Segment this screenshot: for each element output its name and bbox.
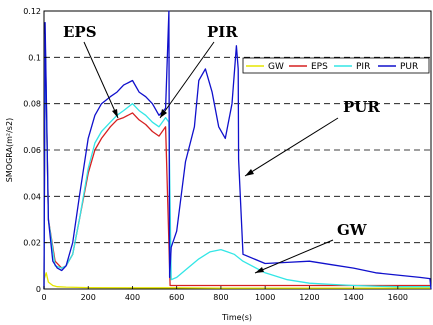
x-tick-label: 600 [169,293,184,302]
legend: GW EPS PIR PUR [242,57,430,74]
x-tick-label: 400 [125,293,140,302]
annotation-pur: PUR [343,98,380,116]
y-tick-label: 0.08 [23,100,41,109]
legend-label-gw: GW [268,62,284,72]
annotation-eps-arrow [83,41,119,119]
annotation-eps: EPS [63,23,97,41]
x-tick-label: 0 [41,293,46,302]
y-tick-label: 0 [36,285,41,294]
annotation-gw-arrowhead [255,267,264,273]
x-tick-label: 200 [81,293,96,302]
annotation-pur-arrow [244,117,339,177]
legend-label-pir: PIR [356,62,370,72]
x-tick-label: 1400 [343,293,363,302]
annotation-gw-arrow [254,239,334,274]
x-axis-label: Time(s) [221,313,252,322]
x-tick-label: 1200 [299,293,319,302]
y-tick-label: 0.12 [23,7,41,16]
annotation-pir-arrowhead [160,109,167,118]
annotations: EPS PIR PUR GW [63,23,380,274]
y-ticks: 0 0.02 0.04 0.06 0.08 0.1 0.12 [23,7,47,294]
annotation-pur-arrowhead [245,169,254,176]
y-tick-label: 0.04 [23,192,41,201]
y-tick-label: 0.06 [23,146,41,155]
annotation-gw: GW [337,221,368,239]
x-tick-label: 800 [213,293,228,302]
series-line-pur [43,10,432,290]
legend-label-pur: PUR [400,62,418,72]
x-ticks: 0 200 400 600 800 1000 1200 1400 1600 [41,286,408,302]
series-line-pir [43,33,431,290]
legend-label-eps: EPS [311,62,328,72]
annotation-pir: PIR [207,23,238,41]
y-tick-label: 0.1 [28,53,41,62]
x-tick-label: 1000 [255,293,275,302]
annotation-pir-arrow [159,41,215,119]
y-axis-label: SMOGRA(m²/s2) [5,118,14,182]
x-tick-label: 1600 [388,293,408,302]
annotation-eps-arrowhead [112,109,118,118]
y-tick-label: 0.02 [23,239,41,248]
